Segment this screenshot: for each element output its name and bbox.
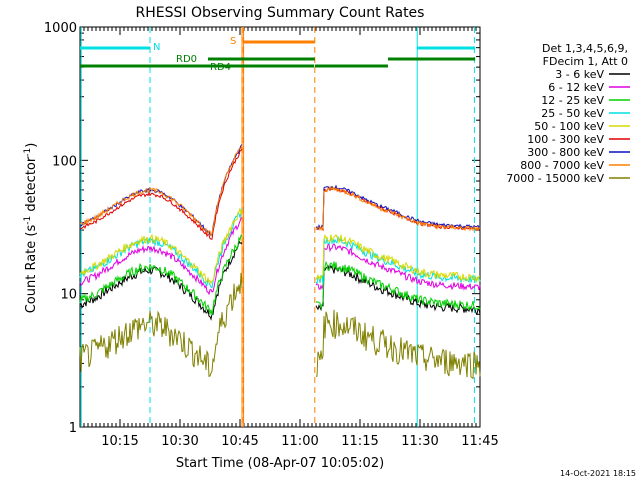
series-line [79, 148, 243, 240]
legend-entry-label: 6 - 12 keV [548, 81, 604, 94]
y-tick-label: 1000 [44, 21, 77, 36]
series-line [79, 217, 243, 296]
series-line [315, 260, 481, 312]
series-line [79, 144, 243, 237]
series-line [315, 235, 481, 285]
x-tick-label: 10:45 [221, 434, 258, 449]
series-line [79, 144, 243, 236]
legend-entry-label: 12 - 25 keV [541, 94, 604, 107]
legend-header-line: Det 1,3,4,5,6,9, [542, 42, 628, 55]
series-line [79, 272, 243, 377]
legend-entry-label: 800 - 7000 keV [520, 159, 604, 172]
x-tick-label: 11:45 [461, 434, 498, 449]
series-line [315, 185, 481, 232]
plot-area: 1 10 100 1000 10:15 10:30 10:45 11:00 11:15 11:30… [44, 21, 499, 449]
series-line [79, 208, 243, 285]
series-line [79, 234, 243, 315]
x-tick-label: 10:15 [101, 434, 138, 449]
legend: Det 1,3,4,5,6,9,FDecim 1, Att 03 - 6 keV… [506, 42, 630, 185]
y-tick-label: 10 [60, 288, 77, 303]
rd4-flag-label: RD4 [210, 62, 231, 73]
x-tick-label: 11:30 [401, 434, 438, 449]
series-line [79, 239, 243, 321]
plot-frame [79, 26, 481, 428]
legend-header-line: FDecim 1, Att 0 [543, 55, 628, 68]
legend-entry-label: 50 - 100 keV [534, 120, 604, 133]
y-axis-label: Count Rate (s-1 detector-1) [23, 143, 39, 314]
x-axis-label: Start Time (08-Apr-07 10:05:02) [176, 456, 384, 471]
chart-title: RHESSI Observing Summary Count Rates [136, 5, 425, 21]
y-tick-label: 1 [69, 421, 77, 436]
series-line [315, 233, 481, 283]
series-line [315, 187, 481, 232]
night-flag-label: N [153, 42, 160, 53]
legend-entry-label: 300 - 800 keV [527, 146, 604, 159]
legend-entry-label: 25 - 50 keV [541, 107, 604, 120]
y-tick-label: 100 [52, 154, 77, 169]
saa-flag-label: S [230, 36, 236, 47]
legend-entry-label: 3 - 6 keV [555, 68, 604, 81]
rd0-flag-label: RD0 [176, 54, 197, 65]
x-tick-label: 11:00 [281, 434, 318, 449]
x-tick-label: 10:30 [161, 434, 198, 449]
footer-date: 14-Oct-2021 18:15 [560, 469, 636, 478]
series-line [316, 309, 481, 380]
series-line [315, 243, 481, 291]
x-tick-label: 11:15 [341, 434, 378, 449]
legend-entry-label: 100 - 300 keV [527, 133, 604, 146]
series-line [315, 184, 481, 231]
legend-entry-label: 7000 - 15000 keV [506, 172, 604, 185]
